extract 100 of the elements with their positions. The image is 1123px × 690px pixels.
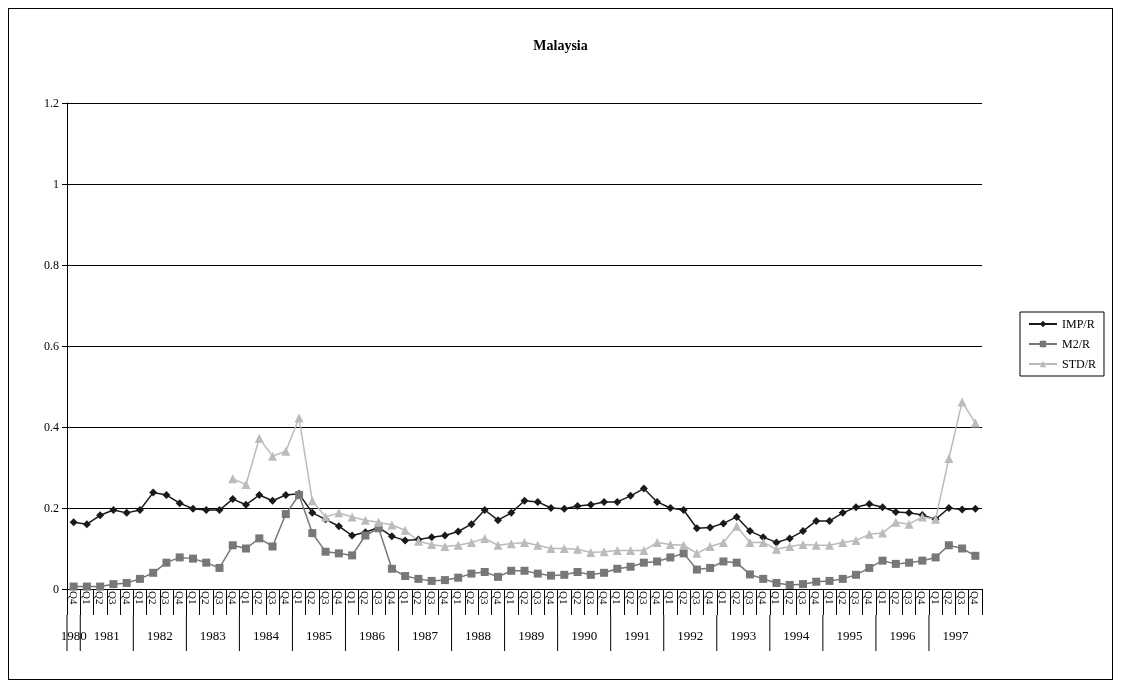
point	[665, 539, 675, 549]
x-tick-label: Q4	[545, 591, 558, 605]
x-tick-label: Q1	[558, 591, 571, 605]
x-tick-label: Q4	[226, 591, 239, 605]
y-tick-label: 0.4	[44, 420, 59, 434]
x-tick-label: Q4	[173, 591, 186, 605]
x-tick-label: Q2	[624, 591, 637, 605]
x-tick-label: Q1	[399, 591, 412, 605]
legend-label: M2/R	[1061, 337, 1091, 351]
point	[692, 548, 702, 558]
x-tick-label: Q4	[438, 591, 451, 605]
x-tick-label: Q3	[637, 591, 650, 605]
point	[745, 537, 755, 547]
x-tick-label: Q1	[876, 591, 889, 605]
point	[612, 546, 622, 556]
text: 1983	[199, 627, 226, 643]
x-tick-label: Q4	[279, 591, 292, 605]
text: 1987	[412, 627, 439, 643]
x-tick-label: Q1	[611, 591, 624, 605]
x-tick-label: Q1	[770, 591, 783, 605]
x-tick-label: Q2	[518, 591, 531, 605]
point	[705, 541, 715, 551]
point	[904, 519, 914, 529]
y-tick-label: 0	[53, 582, 59, 596]
text: 1997	[942, 627, 969, 643]
y-tick-label: 0.2	[44, 501, 59, 515]
point	[268, 451, 278, 461]
x-tick-label: Q1	[346, 591, 359, 605]
x-tick-label: Q3	[372, 591, 385, 605]
x-tick-label: Q1	[240, 591, 253, 605]
point	[427, 539, 437, 549]
point	[573, 544, 583, 554]
x-tick-label: Q4	[757, 591, 770, 605]
x-tick-label: Q3	[107, 591, 120, 605]
x-tick-label: Q2	[730, 591, 743, 605]
x-tick-label: Q2	[783, 591, 796, 605]
point	[241, 480, 251, 490]
text: 1995	[836, 627, 863, 643]
x-tick-label: Q2	[412, 591, 425, 605]
point	[851, 535, 861, 545]
text: 1993	[730, 627, 757, 643]
legend-label: IMP/R	[1061, 317, 1095, 331]
point	[533, 540, 543, 550]
x-tick-label: Q2	[306, 591, 319, 605]
legend-label: STD/R	[1061, 357, 1097, 371]
x-tick-label: Q3	[850, 591, 863, 605]
point	[639, 546, 649, 556]
text: 1982	[146, 627, 173, 643]
x-tick-label: Q4	[332, 591, 345, 605]
text: 1985	[305, 627, 332, 643]
point	[891, 517, 901, 527]
point	[771, 544, 781, 554]
text: 1996	[889, 627, 916, 643]
point	[360, 515, 370, 525]
text: 1990	[571, 627, 598, 643]
x-tick-label: Q3	[956, 591, 969, 605]
point	[825, 540, 834, 550]
x-tick-label: Q4	[704, 591, 717, 605]
y-tick-label: 1	[53, 177, 59, 191]
point	[453, 540, 463, 550]
x-tick-label: Q2	[94, 591, 107, 605]
x-tick-label: Q3	[266, 591, 279, 605]
point	[254, 433, 264, 443]
point	[679, 540, 689, 550]
text: 1994	[783, 627, 810, 643]
x-tick-label: Q3	[690, 591, 703, 605]
point	[281, 446, 291, 456]
x-tick-label: Q2	[200, 591, 213, 605]
x-tick-label: Q2	[889, 591, 902, 605]
point	[864, 529, 874, 539]
text: 1989	[518, 627, 545, 643]
x-tick-label: Q4	[863, 591, 876, 605]
text: 1981	[93, 627, 120, 643]
x-tick-label: Q3	[531, 591, 544, 605]
x-tick-label: Q3	[213, 591, 226, 605]
x-tick-label: Q1	[929, 591, 942, 605]
x-tick-label: Q3	[319, 591, 332, 605]
point	[586, 548, 596, 558]
x-tick-label: Q4	[651, 591, 664, 605]
x-tick-label: Q4	[810, 591, 823, 605]
chart-title: Malaysia	[533, 37, 588, 53]
x-tick-label: Q1	[823, 591, 836, 605]
x-tick-label: Q4	[67, 591, 80, 605]
x-tick-label: Q4	[969, 591, 982, 605]
x-tick-label: Q1	[293, 591, 306, 605]
x-tick-label: Q4	[385, 591, 398, 605]
y-tick-label: 0.8	[44, 258, 59, 272]
point	[626, 546, 636, 556]
x-tick-label: Q4	[491, 591, 504, 605]
x-tick-label: Q3	[425, 591, 438, 605]
x-tick-label: Q3	[160, 591, 173, 605]
point	[838, 537, 848, 547]
x-tick-label: Q1	[452, 591, 465, 605]
point	[466, 537, 476, 547]
x-tick-label: Q1	[717, 591, 730, 605]
x-tick-label: Q3	[478, 591, 491, 605]
point	[652, 537, 662, 547]
point	[493, 540, 503, 550]
text: 1991	[624, 627, 651, 643]
x-tick-label: Q1	[664, 591, 677, 605]
